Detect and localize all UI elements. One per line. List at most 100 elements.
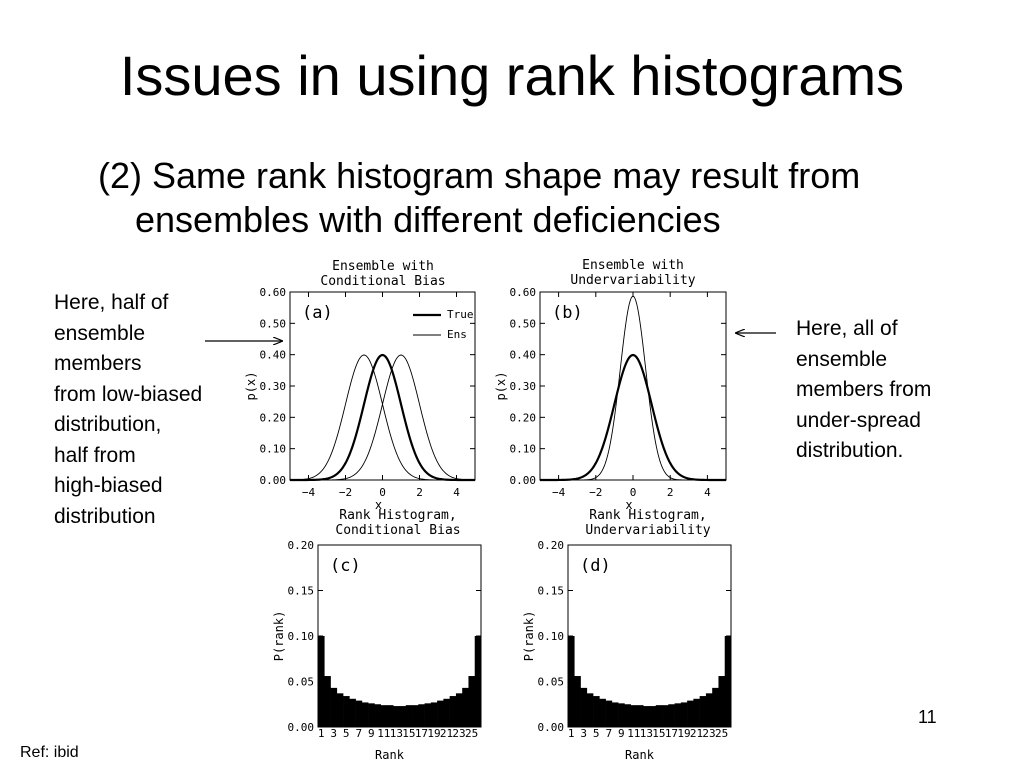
y-axis-label: P(rank) <box>272 611 286 662</box>
x-axis-label: Rank <box>625 748 655 762</box>
bar <box>605 700 613 727</box>
x-axis-label: x <box>625 498 632 512</box>
x-tick-label: 9 <box>368 727 375 740</box>
bar <box>336 693 344 727</box>
bar <box>593 696 600 727</box>
y-tick-label: 0.10 <box>288 630 315 643</box>
page-number: 11 <box>918 707 937 727</box>
note-right-line: under-spread <box>796 408 921 432</box>
y-tick-label: 0.30 <box>510 380 537 393</box>
bar <box>343 696 350 727</box>
bar <box>568 636 575 727</box>
bar <box>687 700 694 727</box>
x-tick-label: 4 <box>453 486 460 499</box>
x-tick-label: 19 <box>427 727 440 740</box>
x-tick-label: −2 <box>339 486 352 499</box>
x-tick-label: 2 <box>416 486 423 499</box>
note-left-line: distribution, <box>54 413 162 436</box>
x-tick-label: 4 <box>704 486 711 499</box>
y-tick-label: 0.20 <box>288 539 315 552</box>
note-right-line: distribution. <box>796 439 904 462</box>
y-tick-label: 0.50 <box>510 317 537 330</box>
x-tick-label: 11 <box>377 727 390 740</box>
x-tick-label: 9 <box>618 727 625 740</box>
legend-label: Ens <box>447 328 467 341</box>
x-tick-label: 25 <box>715 727 728 740</box>
note-left-line: Here, half of <box>54 291 169 314</box>
x-tick-label: 1 <box>318 727 325 740</box>
chart-title-line: Undervariability <box>585 523 710 538</box>
y-tick-label: 0.10 <box>538 630 565 643</box>
x-tick-label: 5 <box>343 727 350 740</box>
bar <box>468 676 476 727</box>
bar <box>386 705 394 727</box>
x-tick-label: 15 <box>652 727 665 740</box>
x-tick-label: 23 <box>452 727 465 740</box>
x-tick-label: 15 <box>402 727 415 740</box>
x-tick-label: 7 <box>605 727 612 740</box>
chart-title-line: Conditional Bias <box>320 274 445 289</box>
slide-subtitle: (2) Same rank histogram shape may result… <box>98 154 978 242</box>
bar <box>455 693 463 727</box>
x-tick-label: 0 <box>379 486 386 499</box>
y-tick-label: 0.20 <box>538 539 565 552</box>
bar <box>655 705 663 727</box>
bar <box>718 676 726 727</box>
x-tick-label: 7 <box>355 727 362 740</box>
bar <box>393 706 400 727</box>
subtitle-line-2: ensembles with different deficiencies <box>135 199 721 240</box>
subtitle-line-1: (2) Same rank histogram shape may result… <box>98 155 861 196</box>
y-tick-label: 0.10 <box>510 443 537 456</box>
bar <box>618 703 625 727</box>
x-tick-label: 11 <box>627 727 640 740</box>
bar <box>668 704 675 727</box>
bar <box>474 636 482 727</box>
chart-title-line: Conditional Bias <box>335 523 460 538</box>
note-left-line: ensemble <box>54 321 146 345</box>
x-tick-label: 19 <box>677 727 690 740</box>
series-line <box>540 353 726 482</box>
bar <box>355 700 363 727</box>
y-tick-label: 0.40 <box>510 349 537 362</box>
y-tick-label: 0.00 <box>538 721 565 734</box>
bar <box>330 687 338 727</box>
y-tick-label: 0.50 <box>260 317 287 330</box>
bar <box>418 704 425 727</box>
bar <box>449 696 457 727</box>
note-right-line: ensemble <box>796 347 888 371</box>
y-tick-label: 0.00 <box>260 474 287 487</box>
y-tick-label: 0.40 <box>260 349 287 362</box>
chart-title-line: Rank Histogram, <box>339 508 456 523</box>
y-tick-label: 0.20 <box>260 411 287 424</box>
x-tick-label: 3 <box>330 727 337 740</box>
bar <box>724 636 732 727</box>
y-tick-label: 0.05 <box>288 676 315 689</box>
x-tick-label: 13 <box>390 727 403 740</box>
x-tick-label: 0 <box>630 486 637 499</box>
bar <box>368 703 375 727</box>
x-tick-label: 25 <box>465 727 478 740</box>
bar <box>643 706 650 727</box>
x-tick-label: 21 <box>690 727 703 740</box>
note-left-line: from low-biased <box>54 382 203 406</box>
y-tick-label: 0.00 <box>288 721 315 734</box>
note-right-line: members from <box>796 378 932 401</box>
bar <box>324 676 331 727</box>
y-tick-label: 0.10 <box>260 443 287 456</box>
panel-label: (d) <box>580 556 611 576</box>
bar <box>437 700 444 727</box>
bar <box>580 687 588 727</box>
chart-title-line: Rank Histogram, <box>589 508 706 523</box>
bar <box>624 704 631 727</box>
y-tick-label: 0.15 <box>288 585 315 598</box>
panel-label: (a) <box>302 303 333 323</box>
note-right: Here, all of ensemble members from under… <box>796 314 996 467</box>
x-tick-label: 21 <box>440 727 453 740</box>
bar <box>699 696 707 727</box>
y-axis-label: P(rank) <box>522 611 536 662</box>
bar <box>586 693 594 727</box>
y-axis-label: p(x) <box>244 372 258 401</box>
series-line-ens <box>290 354 476 481</box>
chart-title-line: Ensemble with <box>582 258 684 273</box>
